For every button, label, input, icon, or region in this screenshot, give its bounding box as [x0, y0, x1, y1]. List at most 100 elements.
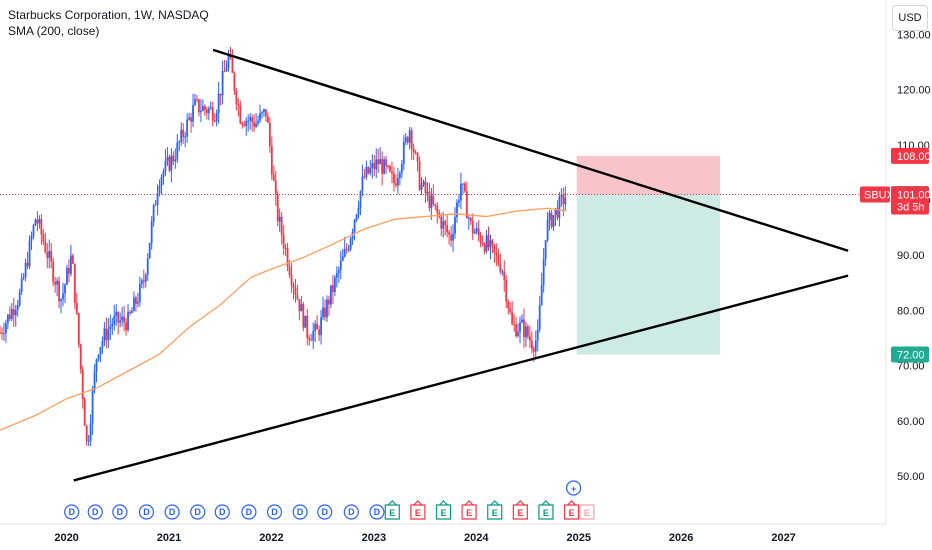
candle-body [519, 322, 521, 332]
candle-body [463, 183, 466, 192]
currency-button[interactable]: USD [892, 5, 928, 31]
dividend-icon-label: D [117, 507, 124, 517]
candle-body [507, 301, 510, 309]
candle-body [272, 174, 275, 181]
trendline-lower [73, 274, 849, 482]
candle-body [424, 181, 427, 194]
candle-body [509, 308, 512, 313]
candle-body [123, 316, 125, 323]
candle-body [523, 319, 525, 338]
chart-legend: Starbucks Corporation, 1W, NASDAQ SMA (2… [8, 7, 209, 39]
dividend-icon [214, 504, 230, 520]
candle-body [410, 130, 413, 149]
dividend-icon [138, 504, 155, 520]
candle-body [156, 193, 159, 205]
candle-body [389, 166, 391, 172]
candle-body [322, 307, 324, 318]
price-label-target [891, 346, 929, 363]
earnings-icon-label: E [415, 508, 421, 518]
pending-earnings-label: E [584, 508, 590, 518]
earnings-icon-tip [413, 500, 423, 506]
candle-body [286, 248, 289, 267]
candle-body [377, 159, 380, 165]
candle-body [501, 271, 504, 273]
candle-body [268, 122, 271, 147]
candle-body [140, 280, 143, 284]
candle-body [530, 340, 533, 350]
candle-body [34, 219, 37, 226]
dividend-icon [369, 504, 385, 520]
x-tick-label: 2020 [54, 532, 78, 544]
candle-body [282, 234, 285, 248]
candle-body [540, 284, 543, 306]
candle-body [200, 110, 202, 113]
y-tick-label: 80.00 [897, 305, 925, 317]
candle-body [60, 299, 62, 302]
candle-body [5, 323, 7, 334]
candle-body [320, 317, 322, 336]
candle-body [300, 304, 303, 312]
candle-body [448, 232, 451, 235]
x-tick-label: 2023 [362, 532, 386, 544]
candle-body [259, 113, 261, 121]
event-markers: D D D D D D D D D D D D D E E E E E E E E E+ [64, 480, 595, 520]
candle-body [306, 315, 309, 338]
dividend-icon [164, 504, 180, 520]
candle-body [209, 107, 212, 109]
candle-body [38, 219, 41, 224]
candle-body [556, 208, 559, 218]
candle-body [196, 99, 198, 101]
candle-body [198, 99, 200, 113]
candle-body [142, 280, 145, 282]
candle-body [178, 141, 181, 143]
candle-body [77, 313, 80, 345]
candle-body [180, 129, 183, 142]
candle-body [481, 242, 484, 245]
candle-body [436, 206, 439, 214]
candle-body [331, 285, 334, 292]
earnings-icon [435, 504, 452, 520]
candle-body [521, 319, 523, 323]
candle-body [257, 120, 259, 124]
price-label-stop [891, 147, 929, 164]
dividend-icon-label: D [143, 507, 150, 517]
earnings-icon [512, 504, 528, 520]
x-tick-label: 2027 [771, 532, 795, 544]
candles [0, 47, 567, 447]
earnings-icon [410, 504, 426, 520]
candle-body [201, 106, 204, 111]
candle-body [471, 220, 474, 234]
candle-body [369, 168, 372, 174]
candle-body [318, 329, 321, 336]
candle-body [6, 314, 9, 324]
candle-body [440, 216, 443, 229]
earnings-icon-tip [567, 500, 576, 506]
candle-body [292, 285, 295, 288]
candle-body [168, 156, 171, 171]
dividend-icon [266, 504, 283, 520]
dividend-icon-label: D [169, 507, 176, 517]
candle-body [418, 161, 421, 190]
candle-body [328, 299, 330, 305]
candle-body [148, 243, 151, 259]
candle-body [174, 159, 177, 162]
candle-body [442, 221, 445, 229]
candle-body [387, 166, 389, 168]
candle-body [398, 173, 401, 178]
candle-body [97, 354, 100, 360]
candle-body [395, 183, 397, 186]
candle-body [125, 322, 127, 331]
candle-body [532, 349, 535, 352]
candle-body [36, 219, 39, 224]
dividend-icon [112, 504, 128, 520]
candle-body [239, 104, 242, 124]
candle-body [312, 331, 315, 341]
candle-body [422, 181, 425, 185]
candle-body [324, 307, 326, 318]
candle-body [288, 266, 291, 276]
candle-body [95, 359, 98, 372]
candle-body [515, 324, 517, 337]
dividend-icon-label: D [374, 507, 381, 517]
candle-body [103, 328, 106, 342]
